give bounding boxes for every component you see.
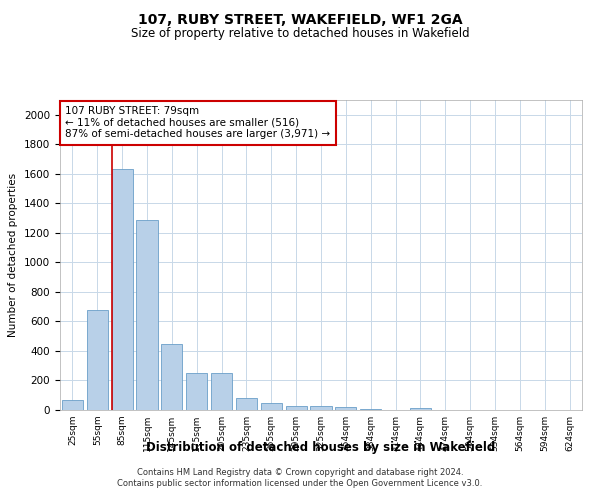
Bar <box>335 407 356 410</box>
Bar <box>236 398 257 410</box>
Y-axis label: Number of detached properties: Number of detached properties <box>8 173 19 337</box>
Text: 107, RUBY STREET, WAKEFIELD, WF1 2GA: 107, RUBY STREET, WAKEFIELD, WF1 2GA <box>137 12 463 26</box>
Bar <box>136 220 158 410</box>
Text: Distribution of detached houses by size in Wakefield: Distribution of detached houses by size … <box>146 441 496 454</box>
Bar <box>211 374 232 410</box>
Bar <box>410 408 431 410</box>
Bar <box>62 400 83 410</box>
Bar <box>310 406 332 410</box>
Bar <box>261 403 282 410</box>
Text: Contains HM Land Registry data © Crown copyright and database right 2024.
Contai: Contains HM Land Registry data © Crown c… <box>118 468 482 487</box>
Bar <box>286 406 307 410</box>
Text: Size of property relative to detached houses in Wakefield: Size of property relative to detached ho… <box>131 28 469 40</box>
Bar <box>112 170 133 410</box>
Bar <box>186 373 207 410</box>
Bar <box>161 344 182 410</box>
Text: 107 RUBY STREET: 79sqm
← 11% of detached houses are smaller (516)
87% of semi-de: 107 RUBY STREET: 79sqm ← 11% of detached… <box>65 106 331 140</box>
Bar <box>360 408 381 410</box>
Bar <box>87 310 108 410</box>
